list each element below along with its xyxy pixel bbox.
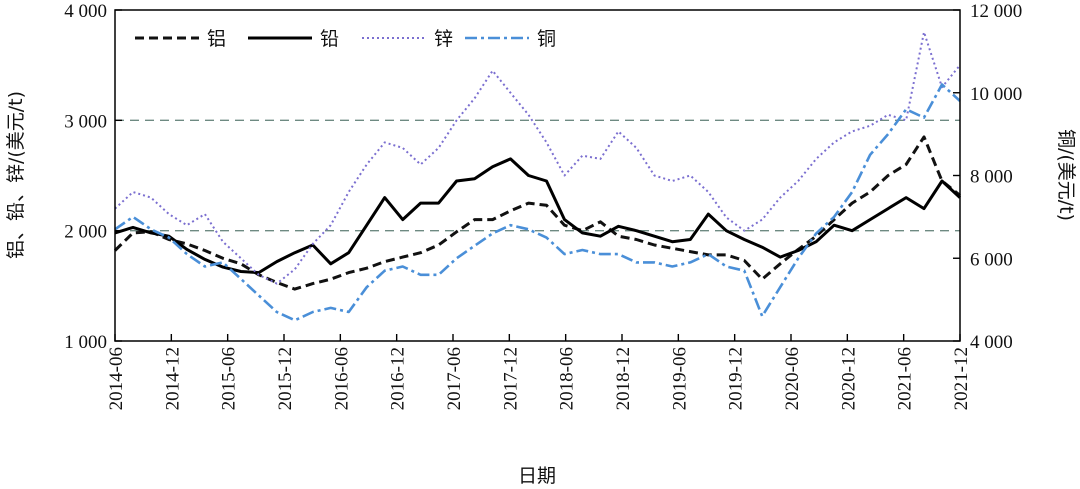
x-tick-label: 2016-12 [388,347,409,410]
x-tick-label: 2014-12 [162,347,183,410]
x-tick-label: 2015-12 [275,347,296,410]
grid-layer [115,119,960,232]
x-tick-label: 2020-12 [838,347,859,410]
series-layer [113,31,962,322]
series-line-3 [114,83,961,322]
legend-label-0: 铝 [207,28,226,50]
x-tick-label: 2016-06 [331,347,352,410]
x-tick-label: 2021-06 [895,347,916,410]
legend-label-2: 锌 [434,28,453,50]
y-right-tick-label: 4 000 [970,332,1013,353]
y-axis-right-title: 铜/(美元/t) [1055,129,1077,221]
x-tick-label: 2014-06 [106,347,127,410]
y-axis-left-title: 铝、铅、锌/(美元/t) [5,91,27,259]
x-tick-label: 2019-12 [726,347,747,410]
y-left-tick-label: 1 000 [64,332,107,353]
x-tick-label: 2017-12 [500,347,521,410]
axis-layer: 1 000 2 000 3 000 4 000 4 000 6 000 8 000 10 00… [64,1,1022,410]
x-tick-label: 2018-06 [557,347,578,410]
y-left-tick-label: 4 000 [64,1,107,22]
series-line-1 [114,157,962,275]
x-axis-title: 日期 [518,465,556,487]
y-left-tick-label: 2 000 [64,222,107,243]
x-tick-label: 2019-06 [669,347,690,410]
y-left-tick-label: 3 000 [64,111,107,132]
legend-label-1: 铅 [320,28,339,50]
x-tick-label: 2020-06 [782,347,803,410]
series-line-2 [114,31,961,285]
y-right-tick-label: 12 000 [970,1,1022,22]
x-tick-label: 2017-06 [444,347,465,410]
y-right-tick-label: 8 000 [970,167,1013,188]
plot-frame [114,9,961,342]
x-tick-label: 2021-12 [951,347,972,410]
y-right-tick-label: 6 000 [970,249,1013,270]
x-tick-label: 2015-06 [219,347,240,410]
y-right-tick-label: 10 000 [970,84,1022,105]
series-line-0 [113,135,961,291]
legend-label-3: 铜 [537,28,556,50]
legend: 铝铅锌铜 [135,28,556,50]
x-tick-label: 2018-12 [613,347,634,410]
